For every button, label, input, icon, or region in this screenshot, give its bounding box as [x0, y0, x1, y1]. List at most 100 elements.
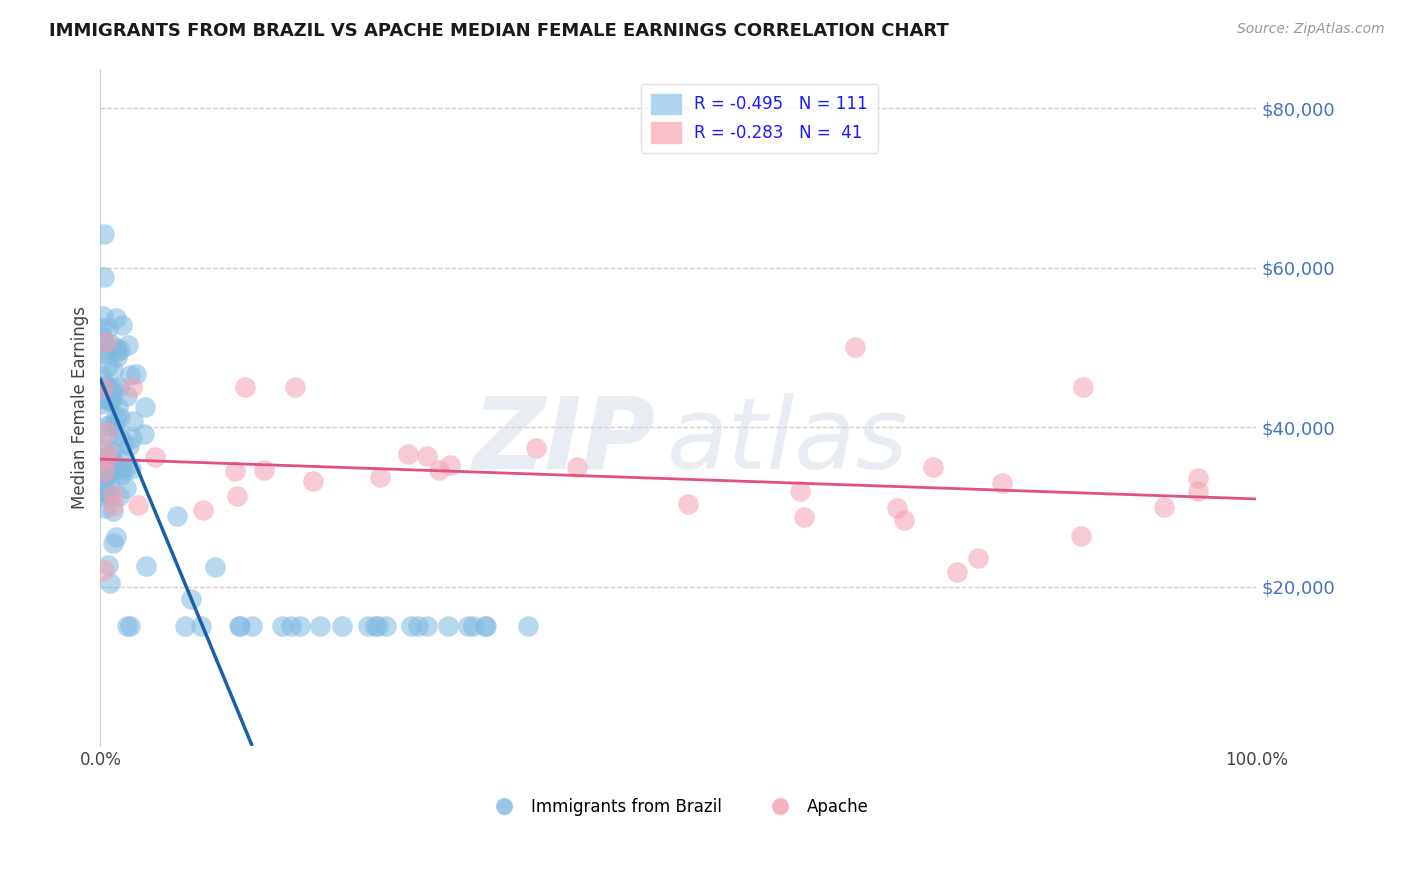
Point: [1070, 529, 1092, 543]
Point: [132, 427, 155, 442]
Point: [368, 470, 391, 484]
Point: [101, 381, 124, 395]
Point: [108, 380, 131, 394]
Point: [96, 429, 118, 443]
Point: [91, 441, 114, 455]
Point: [121, 414, 143, 428]
Point: [100, 384, 122, 398]
Point: [280, 619, 302, 633]
Point: [115, 619, 138, 633]
Point: [101, 536, 124, 550]
Point: [120, 619, 142, 633]
Point: [98, 575, 121, 590]
Point: [93, 466, 115, 480]
Point: [127, 498, 149, 512]
Point: [90, 392, 112, 406]
Point: [125, 368, 148, 382]
Point: [224, 464, 246, 478]
Point: [173, 619, 195, 633]
Point: [436, 619, 458, 633]
Point: [567, 460, 589, 475]
Point: [96, 444, 118, 458]
Point: [111, 452, 134, 467]
Point: [406, 619, 429, 633]
Point: [108, 489, 131, 503]
Point: [98, 487, 121, 501]
Point: [399, 619, 422, 633]
Point: [121, 431, 143, 445]
Point: [96, 453, 118, 467]
Point: [991, 475, 1014, 490]
Point: [94, 392, 117, 407]
Point: [100, 392, 122, 407]
Point: [114, 436, 136, 450]
Point: [1187, 483, 1209, 498]
Point: [97, 321, 120, 335]
Point: [427, 463, 450, 477]
Point: [416, 449, 439, 463]
Point: [789, 483, 811, 498]
Point: [90, 397, 112, 411]
Point: [117, 338, 139, 352]
Point: [93, 489, 115, 503]
Point: [367, 619, 389, 633]
Point: [235, 380, 257, 394]
Text: ZIP: ZIP: [472, 392, 655, 490]
Point: [98, 392, 121, 407]
Point: [526, 441, 548, 455]
Point: [94, 425, 117, 439]
Point: [105, 343, 128, 358]
Point: [396, 447, 419, 461]
Text: atlas: atlas: [666, 392, 908, 490]
Point: [105, 409, 128, 424]
Point: [110, 467, 132, 482]
Point: [121, 380, 143, 394]
Point: [93, 309, 115, 323]
Point: [416, 619, 439, 633]
Point: [228, 619, 250, 633]
Point: [921, 460, 943, 475]
Point: [115, 389, 138, 403]
Point: [93, 385, 115, 400]
Point: [94, 467, 117, 482]
Point: [90, 456, 112, 470]
Point: [100, 445, 122, 459]
Point: [97, 393, 120, 408]
Point: [94, 378, 117, 392]
Point: [271, 619, 294, 633]
Point: [330, 619, 353, 633]
Point: [844, 340, 866, 354]
Legend: Immigrants from Brazil, Apache: Immigrants from Brazil, Apache: [481, 791, 876, 823]
Point: [945, 565, 967, 579]
Point: [284, 380, 307, 394]
Y-axis label: Median Female Earnings: Median Female Earnings: [72, 306, 89, 508]
Point: [288, 619, 311, 633]
Point: [94, 419, 117, 434]
Point: [97, 450, 120, 464]
Point: [101, 499, 124, 513]
Point: [374, 619, 396, 633]
Point: [90, 380, 112, 394]
Point: [134, 401, 156, 415]
Point: [105, 463, 128, 477]
Point: [475, 619, 498, 633]
Point: [111, 462, 134, 476]
Point: [103, 504, 125, 518]
Point: [93, 563, 115, 577]
Point: [1153, 500, 1175, 514]
Point: [93, 347, 115, 361]
Point: [143, 450, 166, 464]
Point: [357, 619, 380, 633]
Point: [190, 619, 212, 633]
Point: [100, 417, 122, 431]
Point: [1071, 380, 1094, 394]
Point: [474, 619, 496, 633]
Point: [93, 452, 115, 467]
Point: [302, 474, 325, 488]
Point: [100, 336, 122, 351]
Point: [90, 329, 112, 343]
Point: [226, 489, 249, 503]
Point: [96, 486, 118, 500]
Point: [94, 501, 117, 516]
Point: [94, 460, 117, 475]
